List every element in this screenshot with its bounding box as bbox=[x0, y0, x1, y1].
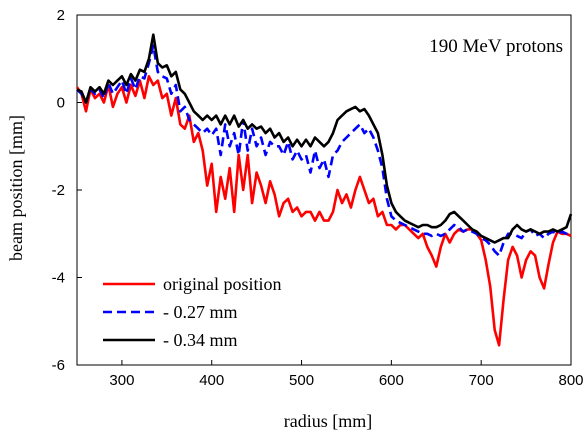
x-tick-label: 800 bbox=[558, 372, 583, 389]
y-tick-label: -2 bbox=[52, 182, 65, 199]
x-tick-label: 600 bbox=[379, 372, 404, 389]
y-tick-label: 0 bbox=[57, 95, 65, 112]
x-tick-label: 400 bbox=[199, 372, 224, 389]
x-axis-label: radius [mm] bbox=[284, 411, 372, 431]
series-group bbox=[75, 33, 573, 347]
legend-label: original position bbox=[163, 274, 282, 294]
y-tick-label: -4 bbox=[52, 270, 65, 287]
legend-label: - 0.34 mm bbox=[163, 330, 238, 350]
y-axis-label: beam position [mm] bbox=[6, 115, 26, 261]
x-tick-label: 700 bbox=[469, 372, 494, 389]
annotation: 190 MeV protons bbox=[429, 36, 563, 57]
legend: original position - 0.27 mm - 0.34 mm bbox=[103, 274, 282, 350]
y-tick-label: -6 bbox=[52, 357, 65, 374]
y-tick-label: 2 bbox=[57, 7, 65, 24]
ticks-group: 300 400 500 600 700 800 -6 -4 -2 0 2 bbox=[52, 7, 584, 389]
legend-label: - 0.27 mm bbox=[163, 302, 238, 322]
series-line-2 bbox=[76, 44, 571, 257]
series-line-1 bbox=[75, 75, 572, 347]
x-tick-label: 300 bbox=[109, 372, 134, 389]
x-tick-label: 500 bbox=[289, 372, 314, 389]
series-line-3 bbox=[76, 33, 573, 244]
